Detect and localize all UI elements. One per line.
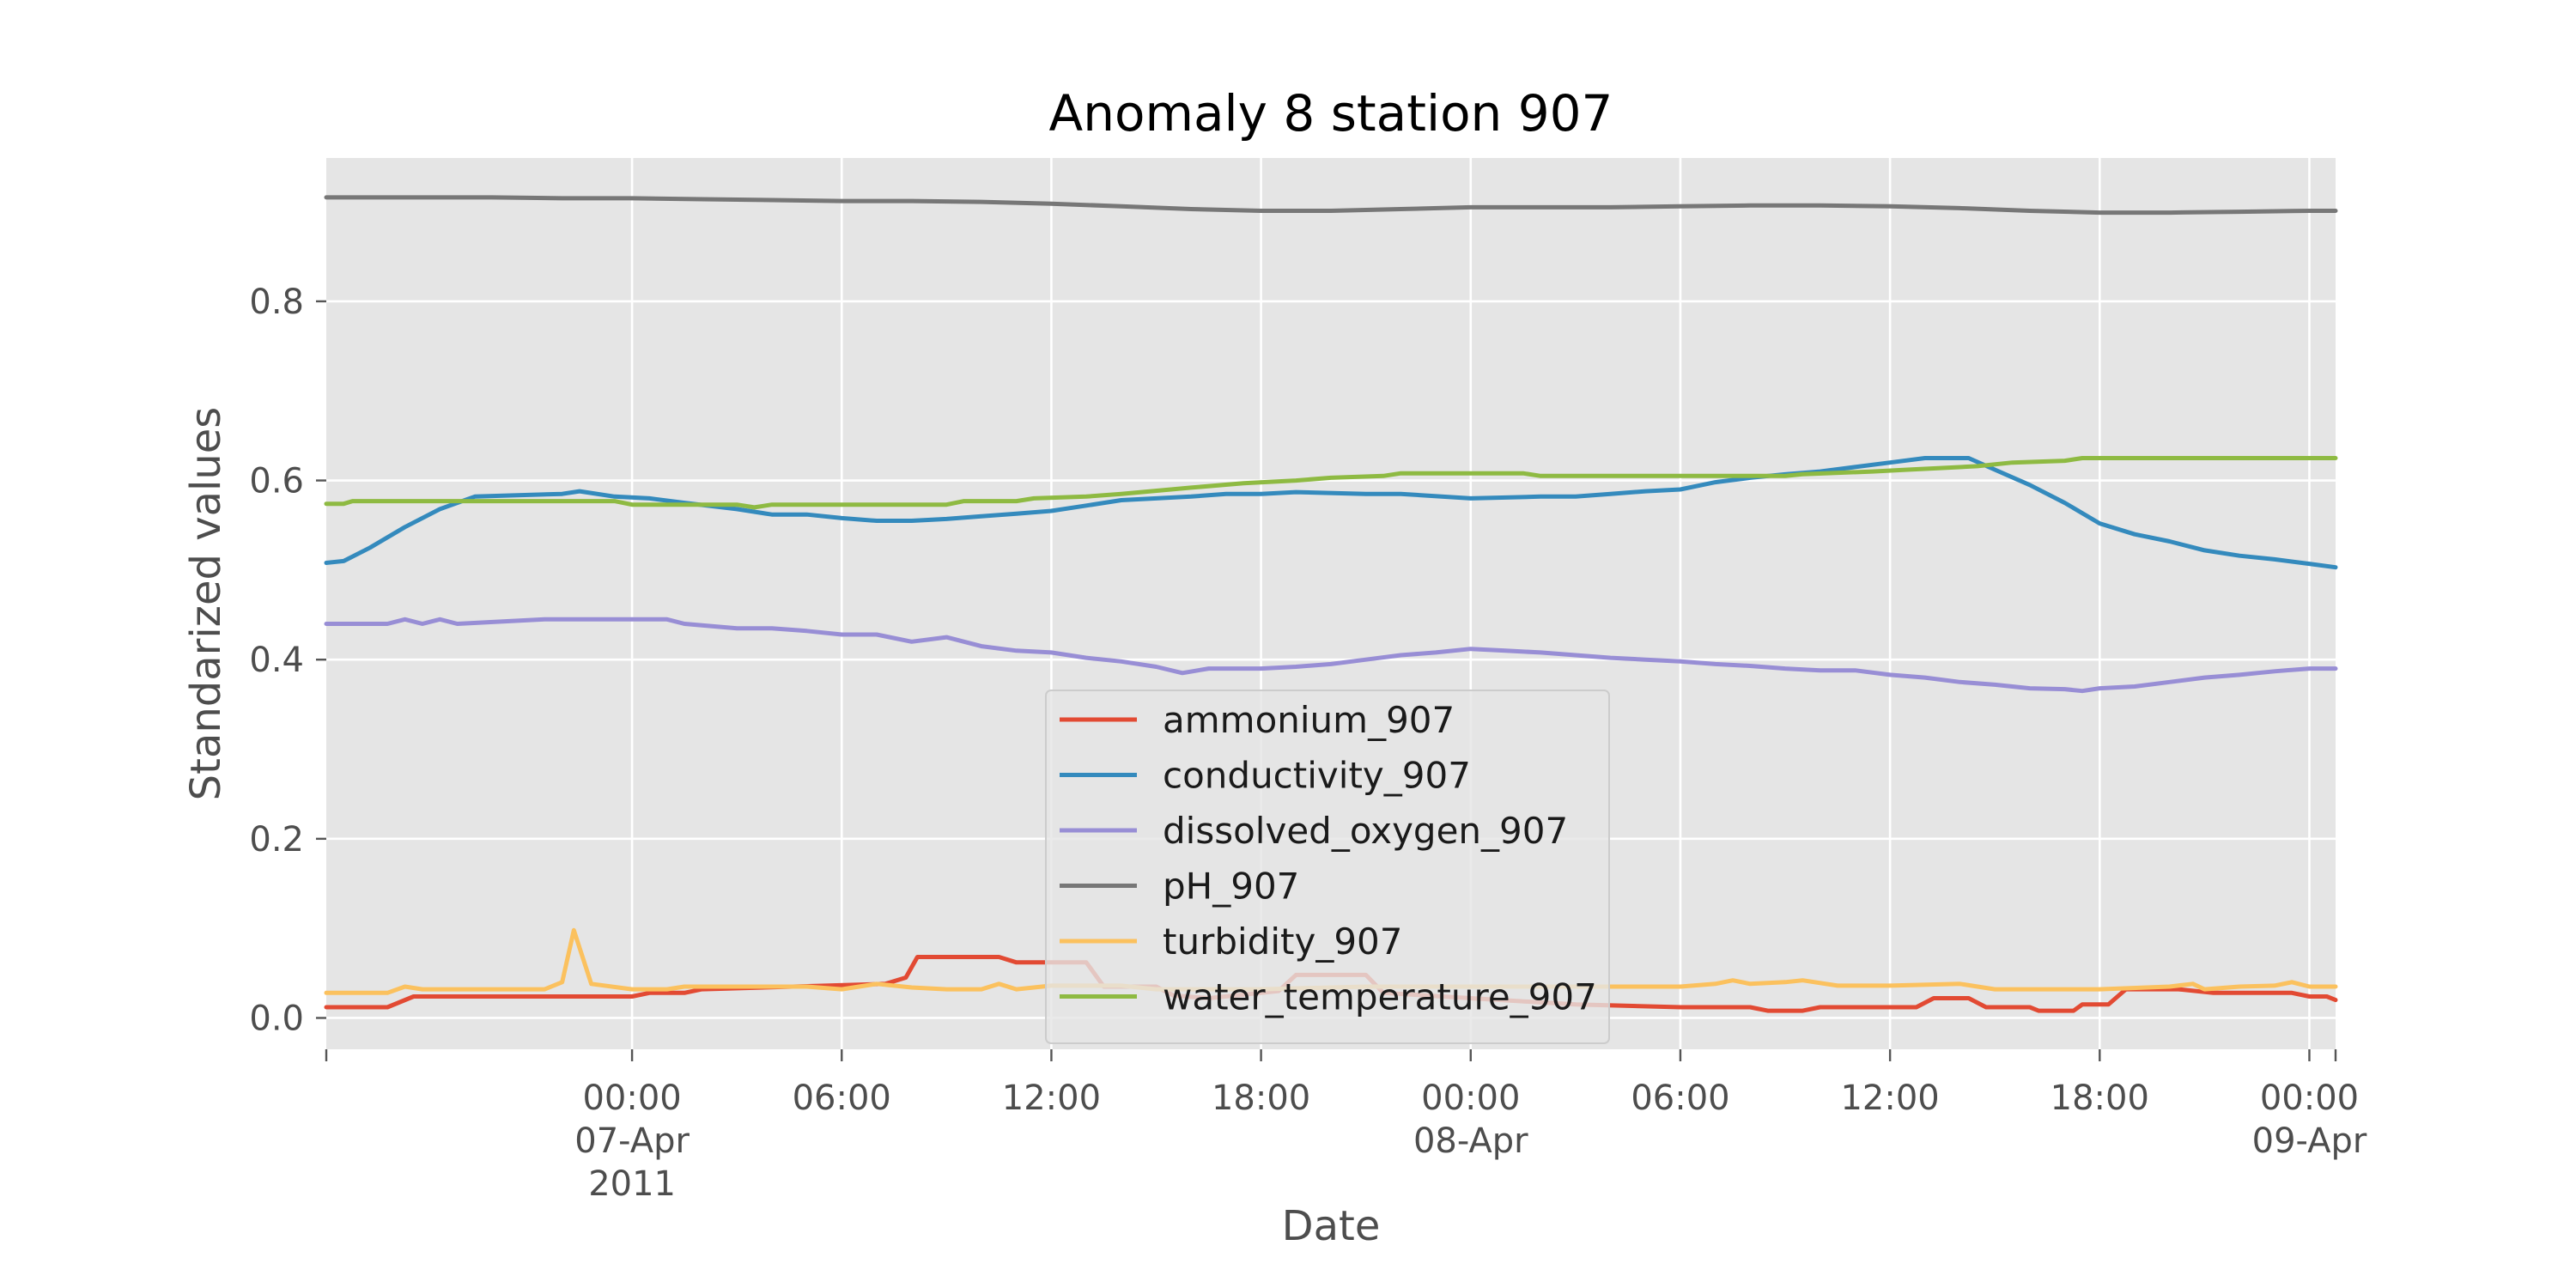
x-axis-label: Date: [1282, 1202, 1381, 1250]
x-tick-label: 12:00: [1840, 1078, 1939, 1118]
y-tick-label: 0.2: [249, 820, 304, 860]
legend-label: turbidity_907: [1163, 920, 1403, 963]
x-tick-label: 09-Apr: [2252, 1121, 2367, 1161]
series-line-dissolved-oxygen-907: [324, 617, 2338, 694]
series-line-water-temperature-907: [324, 456, 2338, 510]
legend-label: ammonium_907: [1163, 699, 1455, 741]
x-tick-label: 00:00: [2260, 1078, 2359, 1118]
y-axis-label: Standarized values: [182, 407, 230, 801]
x-tick-label: 08-Apr: [1413, 1121, 1528, 1161]
x-tick-label: 00:00: [582, 1078, 681, 1118]
x-tick-label: 07-Apr: [574, 1121, 690, 1161]
legend: ammonium_907 conductivity_907 dissolved_ox…: [1045, 690, 1610, 1044]
x-tick-label: 18:00: [2050, 1078, 2149, 1118]
legend-label: water_temperature_907: [1163, 976, 1597, 1018]
legend-label: dissolved_oxygen_907: [1163, 810, 1568, 852]
series-line-conductivity-907: [324, 456, 2338, 570]
x-tick-label: 2011: [588, 1164, 676, 1204]
y-tick-label: 0.0: [249, 999, 304, 1038]
legend-box: [1045, 690, 1610, 1044]
series-line-pH-907: [324, 195, 2338, 216]
y-tick-label: 0.6: [249, 462, 304, 501]
legend-label: pH_907: [1163, 866, 1299, 908]
x-tick-label: 00:00: [1421, 1078, 1520, 1118]
y-axis: 0.0 0.2 0.4 0.6 0.8: [249, 283, 326, 1038]
x-tick-label: 18:00: [1212, 1078, 1310, 1118]
y-tick-label: 0.4: [249, 641, 304, 680]
chart-title: Anomaly 8 station 907: [1049, 84, 1613, 143]
legend-label: conductivity_907: [1163, 755, 1471, 797]
x-tick-label: 12:00: [1002, 1078, 1101, 1118]
y-tick-label: 0.8: [249, 283, 304, 322]
x-tick-label: 06:00: [1631, 1078, 1729, 1118]
x-tick-label: 06:00: [793, 1078, 891, 1118]
